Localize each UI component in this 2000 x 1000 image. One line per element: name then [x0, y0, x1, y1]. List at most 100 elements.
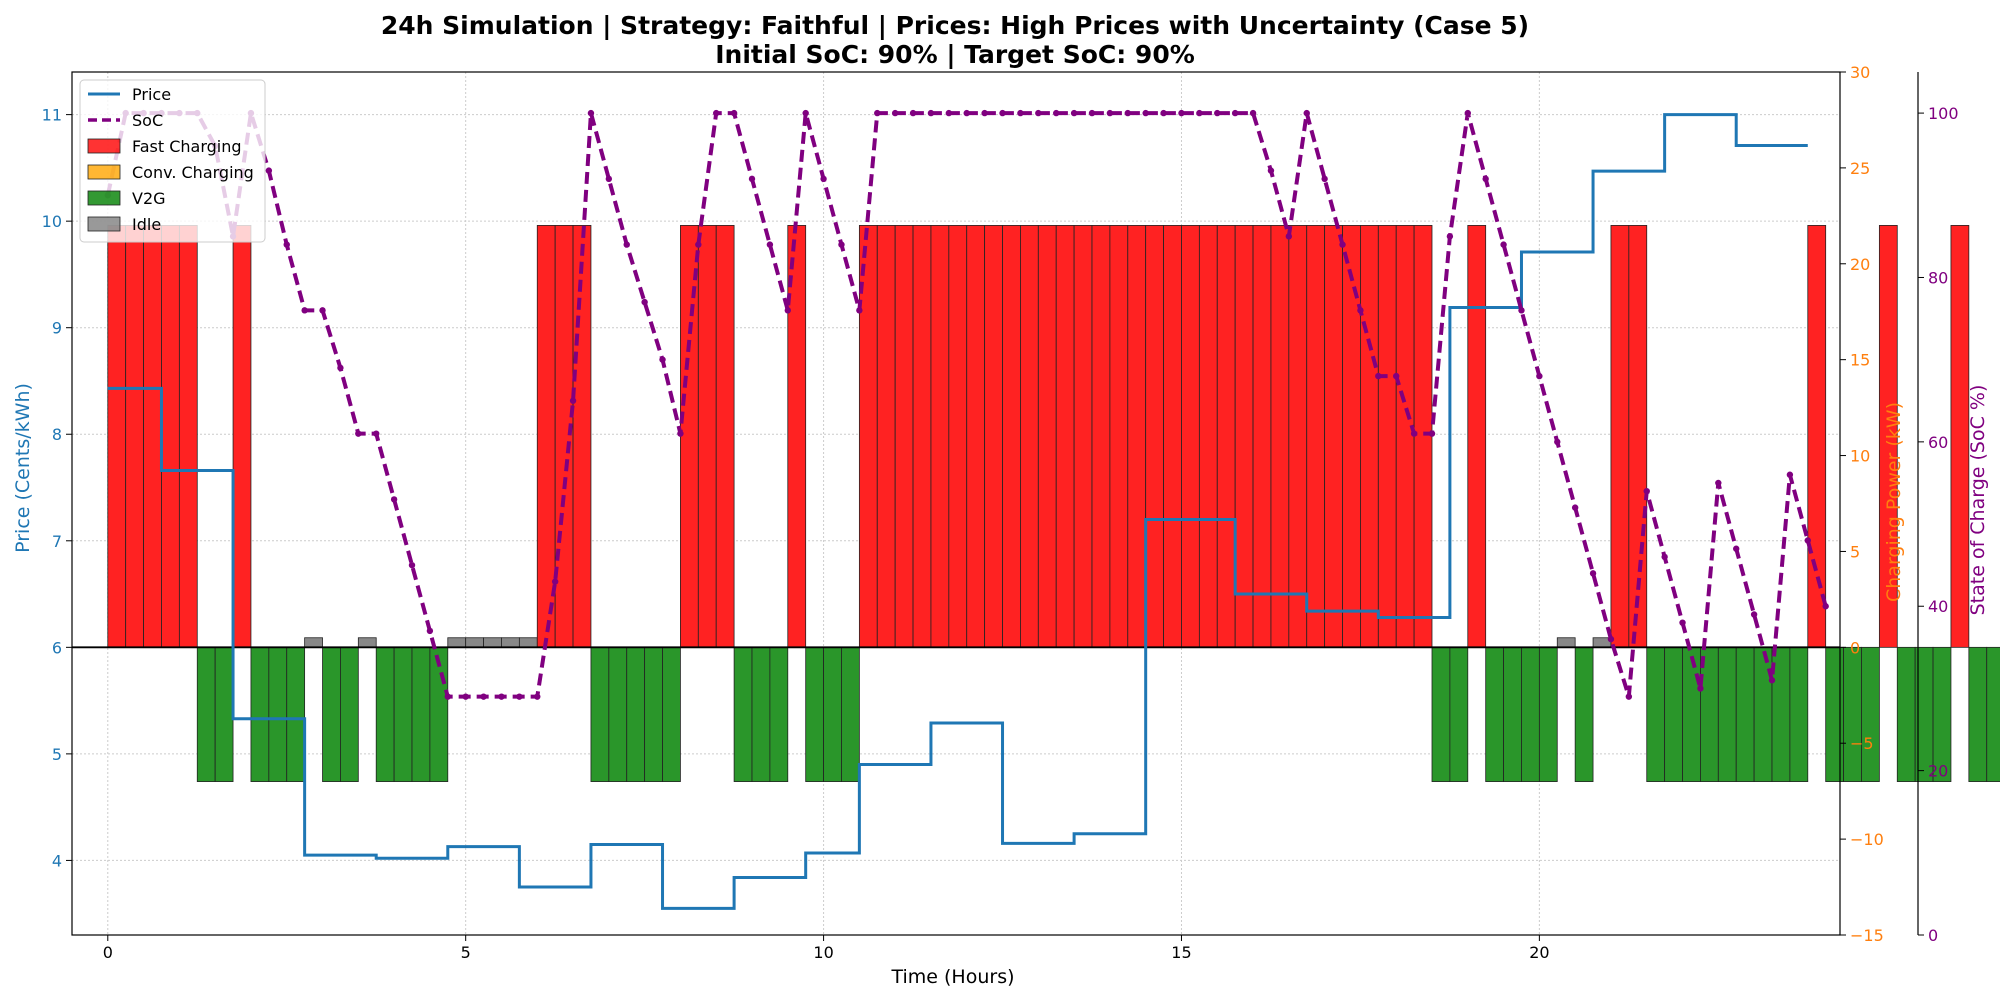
soc-marker [695, 241, 702, 248]
bar-fast-charging [1091, 225, 1111, 648]
bar-fast-charging [930, 225, 950, 648]
soc-marker [838, 241, 845, 248]
price-tick-label: 5 [52, 745, 62, 764]
soc-marker [444, 693, 451, 700]
soc-marker [623, 241, 630, 248]
soc-marker [856, 307, 863, 314]
y-axis-label-soc: State of Charge (SoC %) [1967, 385, 1989, 616]
bar-v2g [322, 646, 341, 782]
bar-v2g [644, 646, 663, 782]
soc-marker [587, 109, 595, 117]
soc-marker [1178, 109, 1185, 117]
soc-tick-label: 40 [1928, 597, 1948, 616]
bar-fast-charging [125, 225, 144, 648]
bar-fast-charging [1288, 225, 1308, 648]
power-tick-label: 0 [1850, 638, 1860, 657]
bar-fast-charging [1145, 225, 1164, 648]
soc-marker [1750, 611, 1758, 618]
bar-fast-charging [1878, 225, 1898, 648]
soc-marker [1070, 109, 1078, 117]
bar-fast-charging [1127, 225, 1147, 648]
legend-swatch [87, 216, 121, 232]
soc-marker [1267, 167, 1275, 174]
bar-fast-charging [232, 225, 252, 648]
soc-marker [1786, 471, 1794, 478]
price-tick-label: 11 [42, 106, 62, 125]
soc-marker [1500, 241, 1507, 248]
bar-fast-charging [715, 225, 735, 648]
soc-marker [874, 109, 881, 117]
soc-marker [1768, 677, 1776, 684]
bar-fast-charging [787, 225, 807, 648]
bar-fast-charging [1216, 225, 1236, 648]
x-tick-label: 5 [461, 943, 471, 962]
bar-v2g [1843, 646, 1862, 782]
price-tick-label: 4 [52, 851, 62, 870]
soc-marker [1088, 109, 1096, 117]
bar-v2g [268, 646, 288, 782]
soc-marker [820, 175, 827, 183]
soc-marker [1536, 372, 1543, 380]
soc-marker [1464, 109, 1471, 117]
bar-fast-charging [697, 225, 717, 648]
soc-marker [1339, 241, 1346, 248]
bar-fast-charging [948, 225, 968, 648]
soc-marker [1017, 109, 1024, 117]
bar-v2g [1485, 646, 1504, 782]
bar-v2g [823, 646, 842, 782]
bar-fast-charging [554, 225, 574, 648]
soc-marker [1053, 109, 1060, 117]
soc-marker [1571, 504, 1579, 511]
bar-v2g [1968, 646, 1988, 782]
bar-v2g [214, 646, 234, 782]
bar-v2g [1717, 646, 1737, 782]
bar-v2g [375, 646, 395, 782]
bar-v2g [590, 646, 610, 782]
bar-idle [501, 637, 520, 648]
bar-fast-charging [966, 225, 986, 648]
legend-label: V2G [132, 189, 166, 208]
legend: Price SoC Fast Charging Conv. Charging V2G Id… [79, 79, 266, 243]
bar-fast-charging [1198, 225, 1218, 648]
bar-fast-charging [1377, 225, 1397, 648]
soc-marker [1035, 109, 1042, 117]
bar-fast-charging [894, 225, 914, 648]
soc-marker [569, 397, 577, 404]
soc-marker [1625, 693, 1633, 700]
soc-marker [1285, 233, 1293, 240]
soc-marker [1822, 603, 1829, 610]
legend-box [79, 79, 266, 243]
plot-frame [71, 71, 1841, 936]
bar-v2g [1789, 646, 1809, 782]
bar-fast-charging [876, 225, 896, 648]
bar-fast-charging [1109, 225, 1129, 648]
soc-tick-label: 100 [1928, 104, 1959, 123]
bar-fast-charging [107, 225, 127, 648]
bar-fast-charging [1055, 225, 1075, 648]
bar-fast-charging [1360, 225, 1379, 648]
soc-tick-label: 80 [1928, 268, 1948, 287]
bar-fast-charging [912, 225, 932, 648]
power-tick-label: −15 [1850, 926, 1884, 945]
bar-v2g [1664, 646, 1683, 782]
soc-tick-label: 60 [1928, 433, 1948, 452]
bar-idle [465, 637, 484, 648]
bar-fast-charging [1950, 225, 1970, 648]
soc-marker [1446, 233, 1454, 240]
soc-marker [605, 175, 613, 183]
soc-marker [1375, 372, 1382, 380]
bar-v2g [250, 646, 270, 782]
bar-v2g [411, 646, 431, 782]
bar-fast-charging [1037, 225, 1057, 648]
soc-marker [641, 298, 648, 306]
soc-marker [784, 307, 791, 314]
bar-fast-charging [1610, 225, 1630, 648]
price-tick-label: 10 [42, 212, 62, 231]
x-tick-label: 20 [1529, 943, 1549, 962]
bar-fast-charging [1395, 225, 1415, 648]
bar-fast-charging [1342, 225, 1361, 648]
bar-v2g [1825, 646, 1844, 782]
bar-fast-charging [1002, 225, 1021, 648]
power-tick-label: 15 [1850, 351, 1870, 370]
x-tick-label: 10 [813, 943, 833, 962]
